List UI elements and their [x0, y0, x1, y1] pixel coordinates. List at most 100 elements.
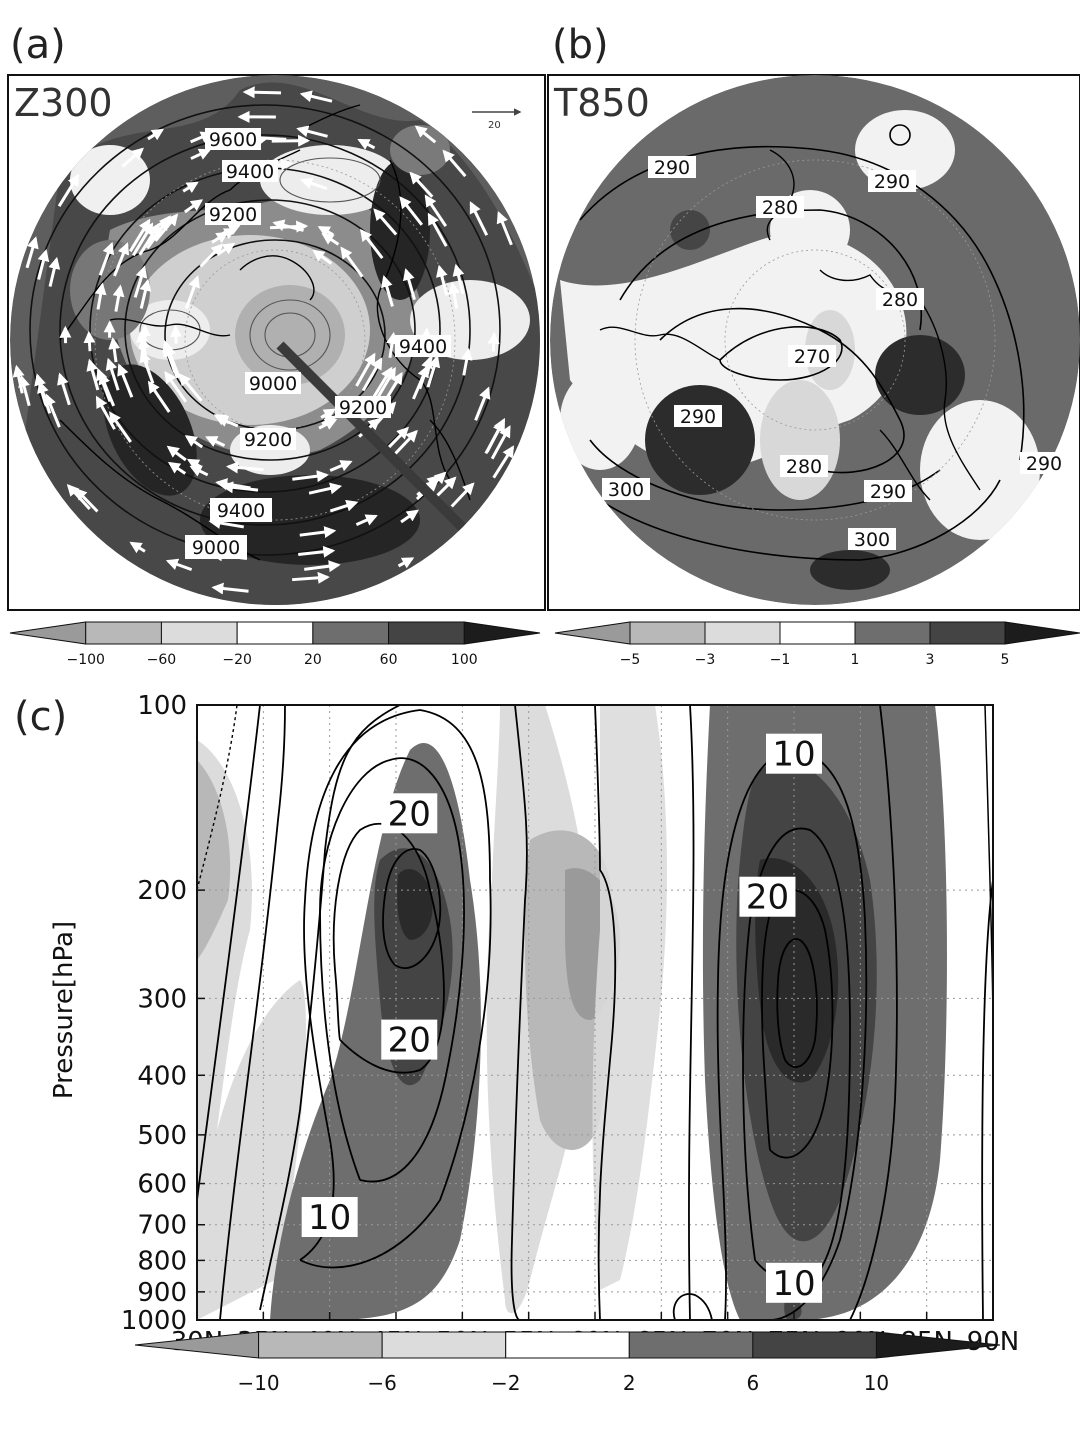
y-tick-label: 300 [137, 984, 187, 1014]
colorbar-segment [554, 621, 631, 645]
wind-vector [402, 268, 416, 301]
y-tick-label: 1000 [121, 1306, 187, 1336]
contour-label: 9000 [192, 537, 240, 559]
wind-vector [208, 517, 245, 529]
wind-vector [213, 414, 230, 426]
wind-vector [340, 246, 364, 278]
wind-vector [98, 372, 116, 407]
wind-vector [117, 363, 134, 398]
wind-vector [169, 324, 182, 344]
colorbar-tick-label: 3 [926, 652, 935, 668]
wind-vector [271, 134, 311, 147]
colorbar-segment [388, 621, 465, 645]
colorbar-segment [854, 621, 931, 645]
wind-vector [304, 560, 341, 573]
y-tick-label: 100 [137, 691, 187, 721]
wind-vector [154, 213, 179, 242]
colorbar-segment [381, 1331, 507, 1359]
wind-vector [380, 274, 394, 307]
wind-vector [226, 461, 264, 474]
colorbar-tick-label: −5 [620, 652, 641, 668]
contour-label: 270 [794, 346, 830, 368]
wind-vector [147, 380, 171, 413]
wind-vector [37, 248, 50, 280]
colorbar-tick-label: 2 [623, 1371, 636, 1395]
wind-vector [296, 125, 328, 138]
wind-vector [221, 224, 241, 236]
wind-vector [397, 557, 415, 569]
y-tick-label: 800 [137, 1246, 187, 1276]
colorbar-segment [85, 621, 162, 645]
cross-section-figure: (c) [14, 691, 1019, 1395]
wind-vector [355, 514, 378, 527]
wind-vector [74, 487, 99, 513]
wind-vector [211, 582, 249, 595]
wind-vector [166, 445, 187, 462]
wind-vector [400, 509, 419, 524]
y-tick-label: 200 [137, 876, 187, 906]
colorbar-segment [9, 621, 87, 645]
contour-label: 9600 [209, 129, 257, 151]
contour-label: 10 [772, 735, 815, 775]
colorbar-tick-label: −20 [222, 652, 252, 668]
wind-vector [139, 278, 152, 309]
colorbar-segment [628, 1331, 754, 1359]
contour-label: 300 [608, 479, 644, 501]
wind-vector [146, 217, 170, 250]
contour-label: 9200 [339, 397, 387, 419]
wind-vector [469, 201, 489, 236]
wind-vector [165, 558, 193, 572]
colorbar-tick-label: 10 [864, 1371, 889, 1395]
wind-vector [361, 357, 383, 392]
wind-vector [184, 435, 204, 449]
wind-vector [308, 482, 343, 495]
contour-label: 20 [746, 878, 789, 918]
wind-vector [492, 445, 515, 479]
wind-vector [199, 243, 224, 268]
contour-label: 20 [388, 794, 431, 834]
colorbar-tick-label: 20 [304, 652, 322, 668]
colorbar-segment [463, 621, 541, 645]
contour-label: 280 [882, 289, 918, 311]
wind-vector [272, 219, 304, 232]
colorbar-tick-label: −2 [491, 1371, 520, 1395]
contour-label: 280 [762, 197, 798, 219]
wind-vector [298, 545, 336, 558]
wind-vector [215, 478, 251, 490]
wind-vector [105, 357, 120, 391]
panel-b-colorbar: −5 −3 −1 1 3 5 [554, 621, 1080, 668]
contour-label: 300 [854, 529, 890, 551]
wind-vector [474, 386, 491, 421]
panel-c-contour-labels: 20 20 10 10 20 10 [301, 733, 822, 1304]
colorbar-segment [929, 621, 1006, 645]
panel-c-colorbar: −10 −6 −2 2 6 10 [134, 1331, 1001, 1395]
contour-label: 290 [1026, 453, 1062, 475]
wind-vector [299, 526, 337, 539]
colorbar-segment [312, 621, 390, 645]
contour-label: 290 [870, 481, 906, 503]
wind-vector [164, 370, 188, 403]
wind-vector [57, 173, 80, 207]
y-axis-label: Pressure[hPa] [49, 921, 79, 1099]
wind-vector [121, 147, 144, 168]
colorbar-tick-label: 6 [746, 1371, 759, 1395]
wind-vector [312, 249, 333, 265]
wind-vector [485, 417, 506, 453]
wind-vector [424, 194, 448, 227]
wind-vector [205, 436, 226, 448]
wind-vector [329, 499, 359, 513]
wind-vector [112, 284, 125, 312]
colorbar-segment [875, 1331, 1001, 1359]
wind-vector [426, 355, 441, 388]
wind-vector [385, 426, 409, 451]
wind-vector [178, 373, 203, 402]
wind-vector [37, 380, 52, 414]
wind-vector [136, 330, 148, 353]
wind-vector [299, 90, 333, 103]
y-tick-label: 700 [137, 1211, 187, 1241]
wind-vector [167, 461, 187, 475]
wind-vector [414, 125, 437, 144]
wind-vector [48, 256, 61, 287]
vector-reference-label: 20 [488, 120, 501, 131]
